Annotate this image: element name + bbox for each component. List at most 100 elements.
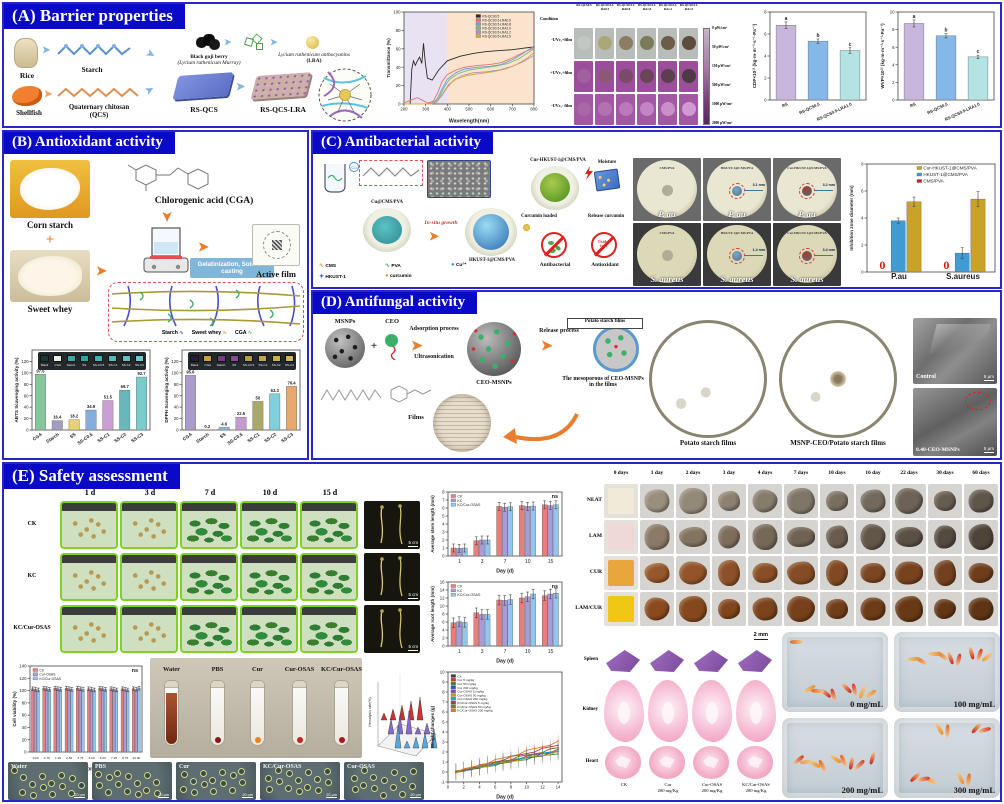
cell-dot xyxy=(190,778,197,785)
svg-text:Average stem length (mm): Average stem length (mm) xyxy=(430,495,435,553)
svg-text:2.50: 2.50 xyxy=(66,756,72,760)
heart-chamber xyxy=(615,756,631,768)
cell-dot xyxy=(58,772,65,779)
panel-c: (C) Antibacterial activity Cu Cu@CMS/PVA… xyxy=(311,130,1002,289)
svg-text:100: 100 xyxy=(19,688,27,693)
seedling-tray xyxy=(180,553,238,601)
svg-text:14: 14 xyxy=(440,588,445,593)
fish xyxy=(955,771,966,785)
svg-text:5: 5 xyxy=(442,514,445,519)
cell-dot xyxy=(68,790,75,797)
histology-col-line2: 200 mg/Kg xyxy=(657,787,679,793)
kidney-pelvis xyxy=(662,702,674,724)
svg-text:Cur-OSAS 200 mg/kg: Cur-OSAS 200 mg/kg xyxy=(457,697,487,701)
degradation-cell xyxy=(820,592,854,626)
petri-plate: HKUST-1@CMS/PVA 3.1 mm xyxy=(707,160,767,218)
degradation-cell xyxy=(856,484,890,518)
goji-label: Black goji berry (Lycium ruthenicum Murra… xyxy=(177,54,241,67)
svg-text:0: 0 xyxy=(24,750,27,755)
svg-text:4: 4 xyxy=(478,785,481,790)
degradation-day-header: 30 days xyxy=(936,470,954,476)
cell-dot xyxy=(266,786,273,793)
microscopy-label: KC/Cur-OSAS xyxy=(263,764,302,770)
fish xyxy=(981,651,994,663)
petri-plate: Cur-HKUST-1@CMS/PVA 3.2 mm xyxy=(777,160,837,218)
arrow-icon: ➤ xyxy=(270,37,278,47)
fish-tank: 100 mg/mL xyxy=(894,632,1000,712)
network-legend-cga: CGA ∿ xyxy=(235,330,253,336)
tube-pellet xyxy=(296,737,303,743)
organism-label: P. au xyxy=(728,209,746,219)
svg-text:14: 14 xyxy=(556,785,561,790)
uv-cell xyxy=(679,61,698,92)
svg-text:63.3: 63.3 xyxy=(271,388,280,393)
svg-text:60: 60 xyxy=(22,713,27,718)
svg-text:RS-QCS0.5-LRA1.2: RS-QCS0.5-LRA1.2 xyxy=(482,30,511,34)
inset-tube: SS-C2 xyxy=(271,355,281,367)
arrow-icon: ➤ xyxy=(96,263,107,278)
corn-starch-label: Corn starch xyxy=(26,220,74,230)
inset-tube: CGA xyxy=(203,355,213,367)
histology-col-line1: Cur-OSAS xyxy=(701,782,723,787)
cga-label: Chlorogenic acid (CGA) xyxy=(154,196,254,206)
arrow-icon: ➤ xyxy=(143,83,157,98)
uv-film-spot xyxy=(618,36,633,50)
microscopy-label: PBS xyxy=(95,764,107,770)
seedling-row-label: CK xyxy=(27,521,37,527)
uv-row-label: -UVc,- film xyxy=(551,103,572,108)
cell-dot xyxy=(78,782,85,789)
svg-text:0: 0 xyxy=(892,98,895,103)
uv-cell xyxy=(658,28,677,59)
seedling-tray xyxy=(120,553,178,601)
seedling-photo: 5 cm xyxy=(364,501,420,549)
scale-bar-label: 5 cm xyxy=(408,592,418,599)
degradation-cell xyxy=(892,484,926,518)
shellfish-icon xyxy=(12,86,42,106)
svg-text:6: 6 xyxy=(494,785,497,790)
hemolysis-tubes-photo: Water PBS Cur Cur-OSAS KC/Cur-OSAS xyxy=(150,658,362,758)
degraded-sample xyxy=(934,599,956,619)
svg-text:300: 300 xyxy=(422,107,430,112)
legend-item: ● Cu²⁺ xyxy=(451,262,515,268)
degraded-sample xyxy=(826,560,848,586)
dish-sample-label: CMS/PVA xyxy=(659,166,675,170)
cell-dot xyxy=(201,781,208,788)
leaves-layer xyxy=(244,512,294,545)
uv-condition-label: Condition xyxy=(540,16,558,21)
panel-c-legend: ∿ CMS ∿ PVA ● Cu²⁺ ✦ HKUST-1 ● curcumin xyxy=(319,262,519,284)
cell-dot xyxy=(114,770,121,777)
svg-text:6: 6 xyxy=(442,710,445,715)
degraded-sample xyxy=(752,597,778,621)
uv-film-spot xyxy=(660,69,675,83)
svg-text:20: 20 xyxy=(24,416,29,421)
legend-item: ∿ CMS xyxy=(319,262,383,269)
cell-dot xyxy=(304,784,311,791)
inhibition-zone-ring xyxy=(799,183,815,199)
svg-text:0: 0 xyxy=(879,258,885,272)
degradation-cell xyxy=(748,520,782,554)
histology-col-line1: CK xyxy=(620,782,628,787)
uv-col-header: RS-QCS0.5-LRA1.0 xyxy=(637,3,657,11)
fish xyxy=(934,722,945,736)
leaves-layer xyxy=(244,616,294,649)
degraded-sample xyxy=(934,560,956,586)
svg-text:10: 10 xyxy=(525,649,531,655)
cell-dot xyxy=(30,792,37,799)
svg-text:Inhibition zone diameter (mm): Inhibition zone diameter (mm) xyxy=(849,185,854,251)
svg-text:7: 7 xyxy=(442,700,445,705)
degradation-day-header: 0 days xyxy=(613,470,629,476)
svg-text:6: 6 xyxy=(442,506,445,511)
zone-length-label: 1.4 mm xyxy=(752,248,765,252)
degradation-cell xyxy=(604,556,638,590)
beaker-icon xyxy=(324,164,346,193)
anthocyanin-molecule-icon xyxy=(243,33,266,52)
svg-text:9: 9 xyxy=(442,680,445,685)
arrow-icon: ➤ xyxy=(541,337,553,353)
cell-dot xyxy=(265,775,272,782)
uv-film-spot xyxy=(576,102,591,116)
degraded-sample xyxy=(968,597,994,621)
legend-item: ∿ PVA xyxy=(385,262,449,269)
svg-text:SS: SS xyxy=(69,432,77,440)
degradation-day-header: 22 days xyxy=(900,470,918,476)
